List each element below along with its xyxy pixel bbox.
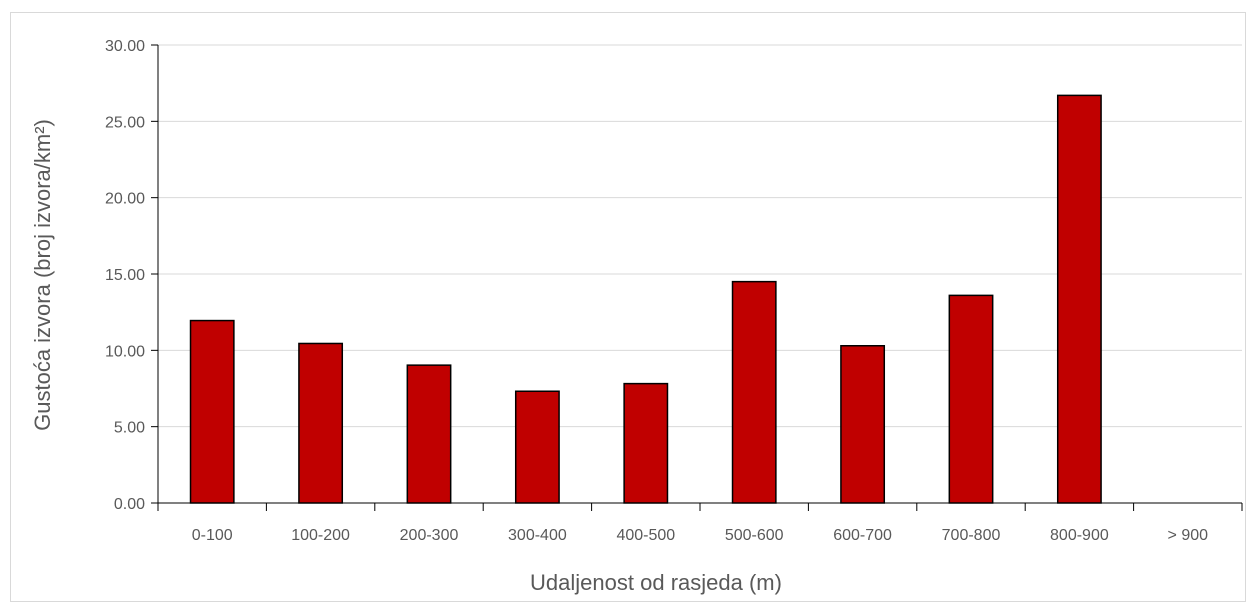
y-axis-title: Gustoća izvora (broj izvora/km²): [30, 119, 55, 431]
bar: [406, 364, 452, 504]
bar: [1056, 94, 1102, 504]
bar: [948, 294, 994, 504]
bar: [623, 382, 669, 504]
x-tick-label: 600-700: [833, 527, 892, 544]
x-tick-label: > 900: [1168, 527, 1209, 544]
x-tick-label: 400-500: [616, 527, 675, 544]
y-tick-label: 25.00: [105, 114, 145, 131]
y-tick-label: 0.00: [114, 496, 145, 513]
x-tick-label: 700-800: [942, 527, 1001, 544]
x-tick-label: 0-100: [192, 527, 233, 544]
y-tick-label: 10.00: [105, 343, 145, 360]
x-axis-title: Udaljenost od rasjeda (m): [530, 570, 782, 595]
x-tick-label: 800-900: [1050, 527, 1109, 544]
bar: [298, 342, 344, 504]
bar: [514, 390, 560, 504]
x-tick-label: 200-300: [400, 527, 459, 544]
y-tick-label: 5.00: [114, 420, 145, 437]
y-tick-label: 15.00: [105, 267, 145, 284]
chart-frame: [10, 12, 1246, 602]
bar: [731, 280, 777, 504]
bars: [189, 94, 1102, 504]
x-tick-label: 300-400: [508, 527, 567, 544]
axes: [151, 44, 1243, 511]
tick-labels: 0.00 5.00 10.00 15.00 20.00 25.00 30.00 0-100 10…: [105, 38, 1208, 544]
x-tick-label: 100-200: [291, 527, 350, 544]
y-tick-label: 20.00: [105, 191, 145, 208]
bar: [189, 319, 235, 504]
bar: [840, 345, 886, 504]
y-tick-label: 30.00: [105, 38, 145, 55]
x-tick-label: 500-600: [725, 527, 784, 544]
